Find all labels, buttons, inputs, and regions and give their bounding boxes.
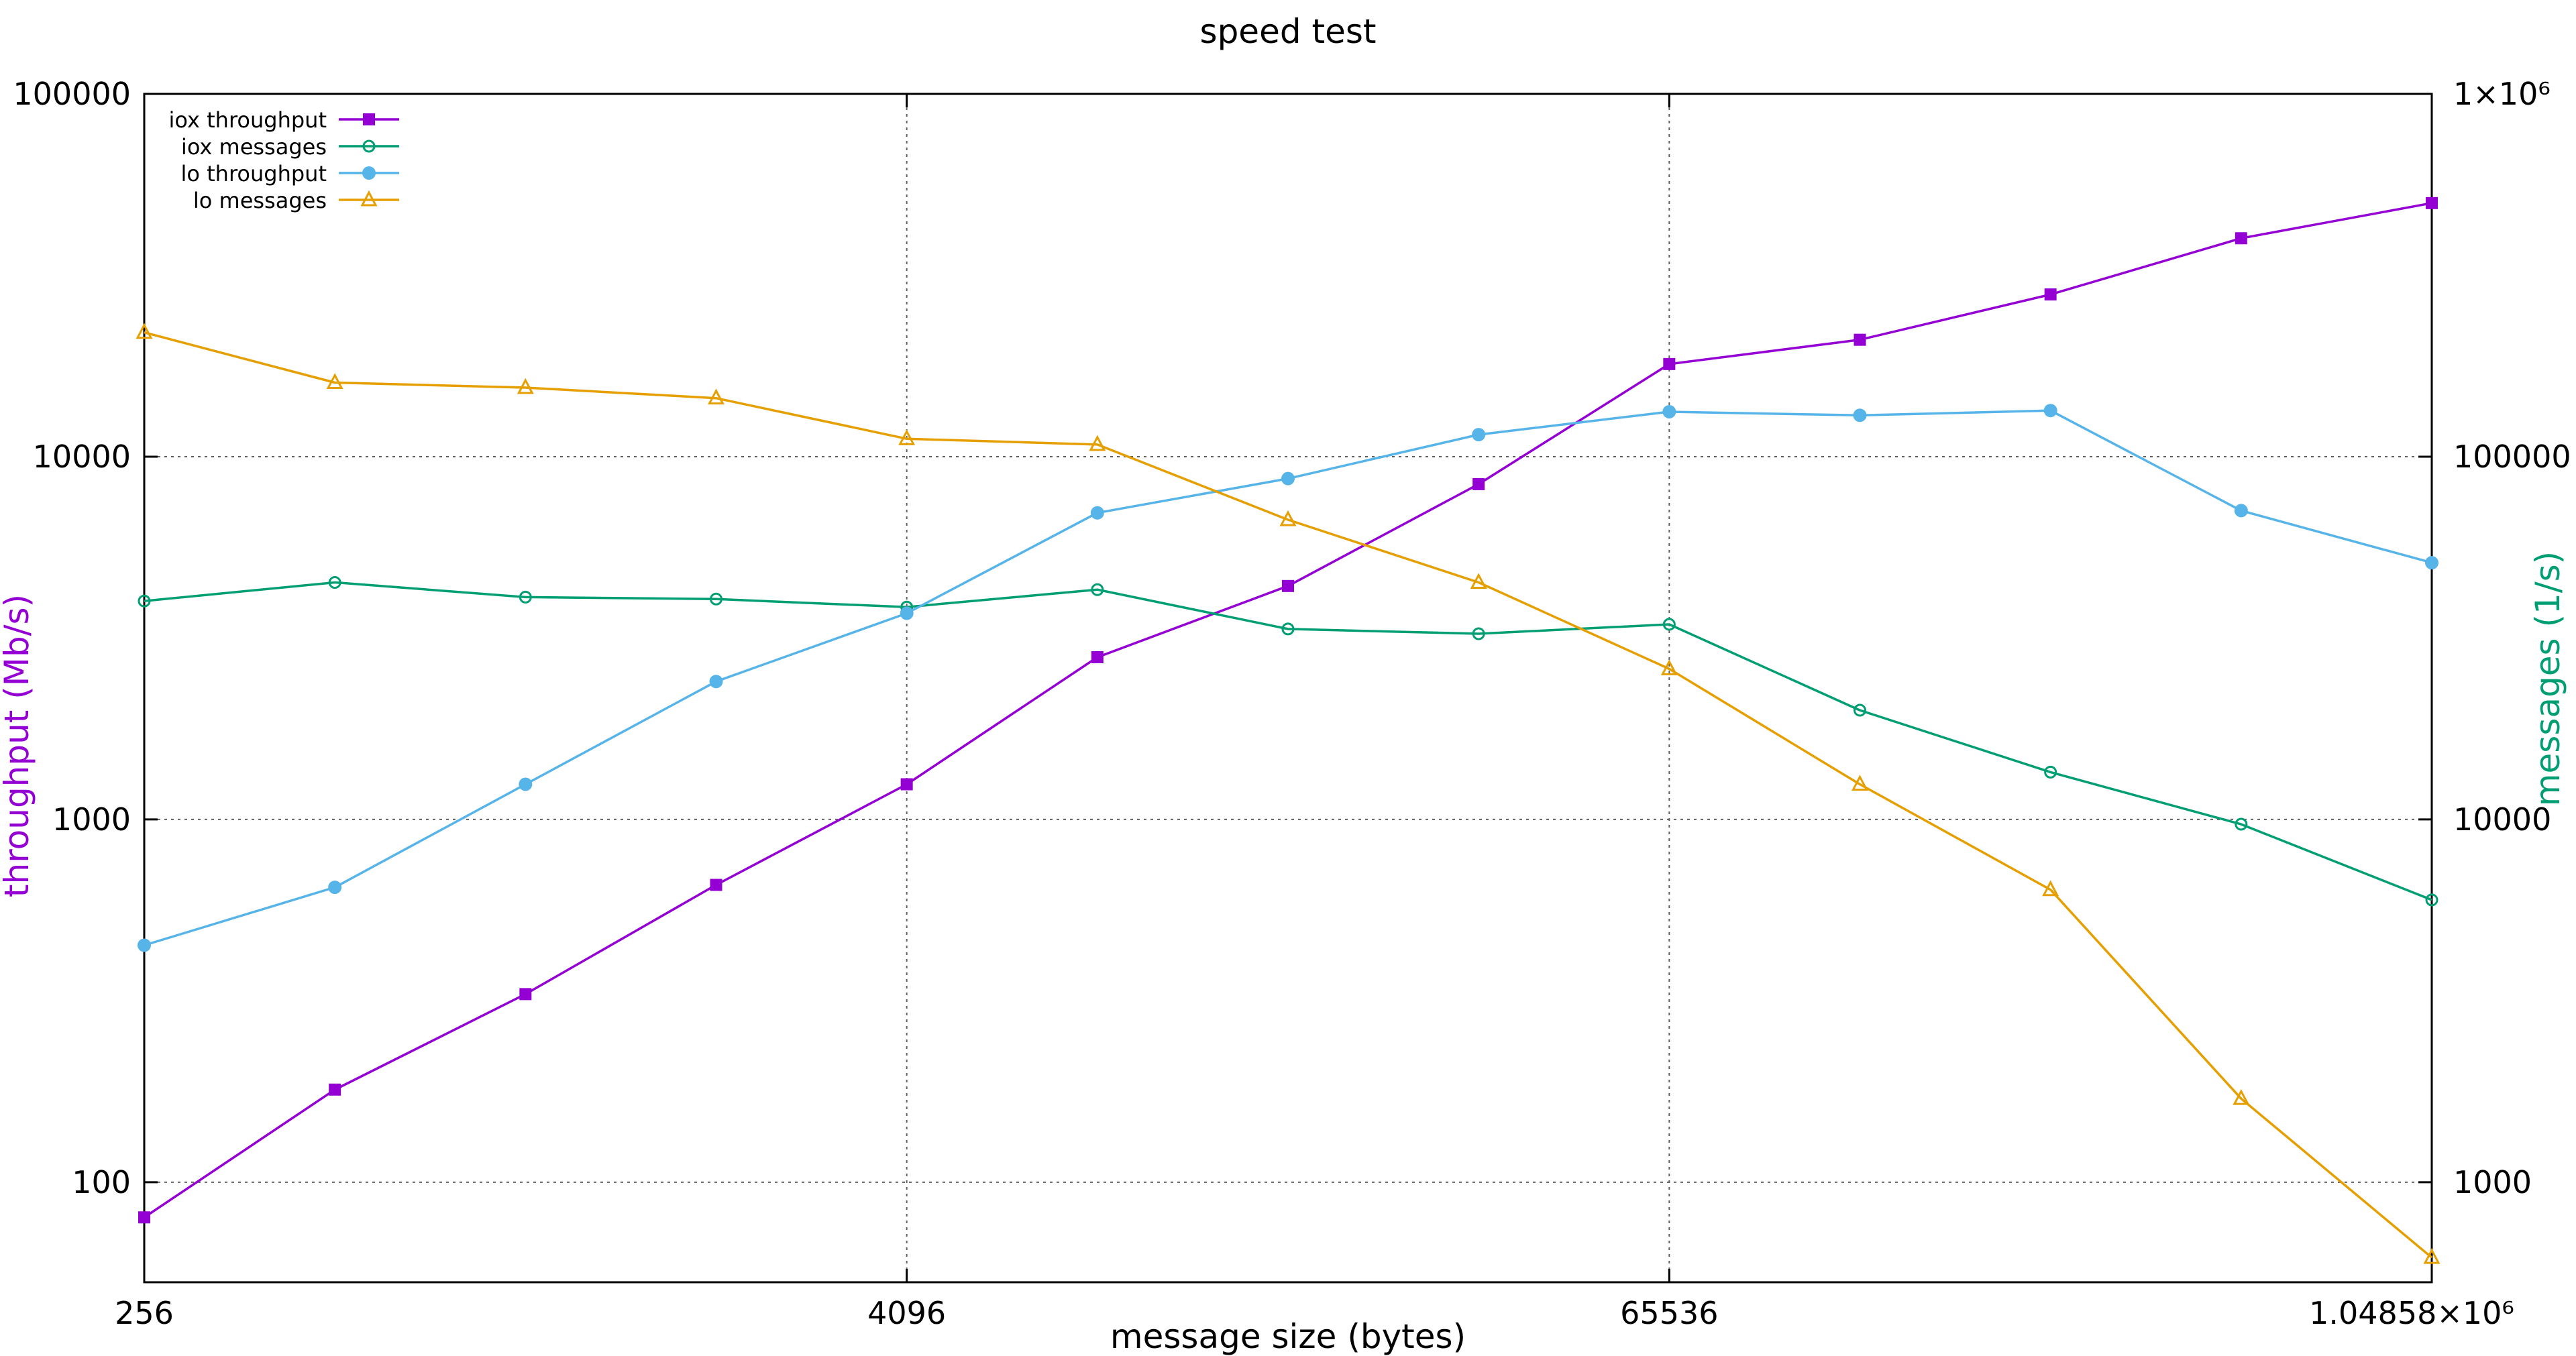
x-tick-label: 65536 (1620, 1295, 1718, 1331)
y-tick-label-right: 1×10⁶ (2453, 76, 2551, 112)
legend-marker-lo-throughput (362, 166, 376, 180)
data-point-iox-messages (1662, 618, 1676, 631)
y-tick-label-right: 1000 (2453, 1164, 2532, 1200)
data-point-iox-throughput (138, 1211, 150, 1224)
data-point-lo-messages (1470, 573, 1487, 589)
data-point-lo-throughput (709, 675, 723, 689)
data-point-iox-throughput (710, 879, 722, 891)
series-line-lo-throughput (144, 409, 2432, 947)
chart-title: speed test (1200, 12, 1377, 51)
data-point-iox-throughput (2235, 232, 2247, 245)
data-point-lo-messages (517, 378, 534, 394)
legend-marker-lo-messages (360, 190, 378, 207)
series-iox-messages (138, 576, 2438, 907)
y-axis-label-left: throughput (Mb/s) (0, 594, 36, 897)
data-point-lo-messages (136, 323, 153, 339)
data-point-iox-messages (1854, 703, 1866, 717)
data-point-lo-throughput (519, 777, 533, 791)
axis-ticks: 256 4096 65536 1.04858×10⁶ 100 1000 10000 10000… (13, 76, 2571, 1331)
data-point-iox-messages (1281, 622, 1295, 636)
data-point-iox-throughput (1854, 333, 1866, 346)
data-point-lo-throughput (900, 606, 914, 620)
data-point-lo-messages (1279, 510, 1297, 526)
y-tick-label-left: 1000 (52, 801, 131, 838)
data-point-lo-throughput (1662, 404, 1676, 418)
data-point-iox-messages (1472, 627, 1485, 640)
y-tick-label-right: 100000 (2453, 439, 2571, 475)
x-tick-label: 4096 (867, 1295, 946, 1331)
legend-label-iox-messages: iox messages (181, 134, 327, 160)
y-axis-label-right: messages (1/s) (2528, 551, 2567, 806)
data-point-lo-messages (2233, 1088, 2250, 1105)
data-point-lo-throughput (1472, 428, 1486, 442)
legend-marker-iox-throughput (363, 113, 375, 125)
y-tick-label-left: 10000 (33, 439, 131, 475)
data-point-iox-messages (328, 576, 341, 589)
data-point-lo-throughput (1853, 408, 1867, 422)
data-point-iox-messages (710, 592, 722, 606)
data-point-lo-throughput (2425, 556, 2438, 570)
data-point-iox-throughput (519, 988, 532, 1001)
data-point-lo-messages (898, 429, 916, 445)
data-point-iox-throughput (2044, 288, 2057, 301)
data-point-iox-messages (2425, 893, 2438, 907)
data-point-iox-messages (2235, 817, 2248, 831)
data-point-lo-throughput (138, 938, 151, 952)
data-point-lo-messages (1089, 435, 1106, 451)
legend-label-lo-messages: lo messages (193, 188, 327, 213)
data-point-iox-messages (1091, 583, 1104, 596)
data-point-iox-throughput (329, 1083, 341, 1096)
series-iox-throughput (138, 196, 2438, 1224)
series-line-iox-messages (144, 581, 2432, 901)
series-lo-throughput (138, 404, 2438, 952)
legend-label-lo-throughput: lo throughput (180, 161, 327, 186)
data-point-lo-messages (1851, 775, 1868, 791)
data-point-iox-messages (2044, 765, 2057, 779)
data-point-iox-throughput (1282, 579, 1294, 592)
plot-frame (143, 93, 2433, 1284)
data-point-iox-throughput (1091, 651, 1104, 664)
y-tick-label-right: 10000 (2453, 801, 2551, 838)
data-point-iox-throughput (900, 778, 913, 791)
series-line-lo-messages (144, 331, 2433, 1259)
legend-marker-iox-messages (362, 139, 376, 153)
data-point-lo-messages (2042, 880, 2059, 897)
legend-label-iox-throughput: iox throughput (169, 107, 327, 133)
data-point-iox-messages (519, 590, 532, 604)
data-point-lo-throughput (1281, 471, 1295, 486)
data-point-lo-throughput (2043, 404, 2057, 418)
x-axis-label: message size (bytes) (1110, 1317, 1466, 1356)
y-tick-label-left: 100 (72, 1164, 131, 1200)
series-line-iox-throughput (144, 202, 2432, 1219)
data-point-lo-throughput (1090, 506, 1104, 520)
data-point-lo-messages (326, 373, 343, 390)
data-point-lo-throughput (2234, 504, 2248, 518)
data-point-lo-messages (708, 388, 724, 405)
series-lo-messages (136, 323, 2440, 1264)
data-point-iox-throughput (1472, 477, 1485, 490)
data-point-iox-messages (138, 594, 151, 608)
y-tick-label-left: 100000 (13, 76, 131, 112)
data-point-lo-throughput (328, 881, 342, 895)
data-point-lo-messages (2423, 1247, 2440, 1264)
data-point-iox-throughput (2426, 196, 2438, 209)
x-tick-label: 1.04858×10⁶ (2309, 1295, 2514, 1331)
x-tick-label: 256 (115, 1295, 174, 1331)
data-series (136, 196, 2440, 1264)
grid-lines (144, 94, 2432, 1282)
data-point-iox-throughput (1663, 357, 1676, 370)
data-point-lo-messages (1660, 659, 1678, 675)
